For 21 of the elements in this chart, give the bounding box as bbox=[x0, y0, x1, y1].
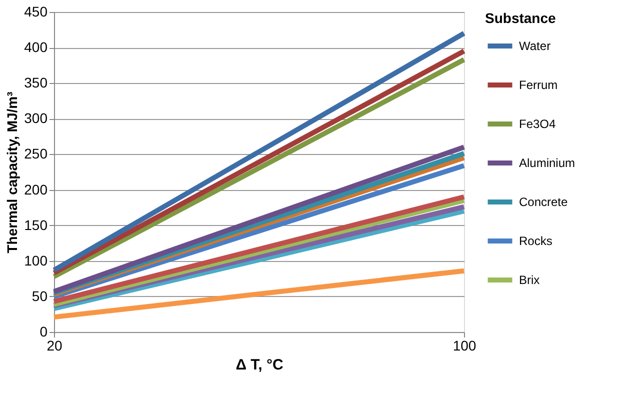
legend-label: Water bbox=[519, 39, 551, 53]
y-tick-label: 450 bbox=[24, 4, 48, 20]
y-tick-label: 0 bbox=[40, 324, 48, 340]
y-tick-label: 250 bbox=[24, 146, 48, 162]
legend-label: Brix bbox=[519, 273, 540, 287]
y-tick-label: 300 bbox=[24, 110, 48, 126]
legend-label: Aluminium bbox=[519, 156, 576, 170]
legend-label: Rocks bbox=[519, 234, 552, 248]
x-tick-label: 20 bbox=[46, 338, 62, 354]
y-tick-label: 50 bbox=[32, 288, 48, 304]
y-tick-label: 100 bbox=[24, 252, 48, 268]
y-tick-label: 200 bbox=[24, 181, 48, 198]
legend-label: Ferrum bbox=[519, 78, 558, 92]
x-axis-title: Δ T, °C bbox=[236, 356, 284, 374]
y-tick-label: 150 bbox=[24, 216, 48, 233]
legend-label: Fe3O4 bbox=[519, 117, 556, 131]
legend-title: Substance bbox=[485, 10, 556, 26]
legend-label: Concrete bbox=[519, 195, 568, 209]
y-tick-label: 350 bbox=[24, 74, 48, 91]
y-tick-label: 400 bbox=[24, 39, 48, 56]
y-axis-title: Thermal capacity, MJ/m³ bbox=[4, 91, 20, 254]
